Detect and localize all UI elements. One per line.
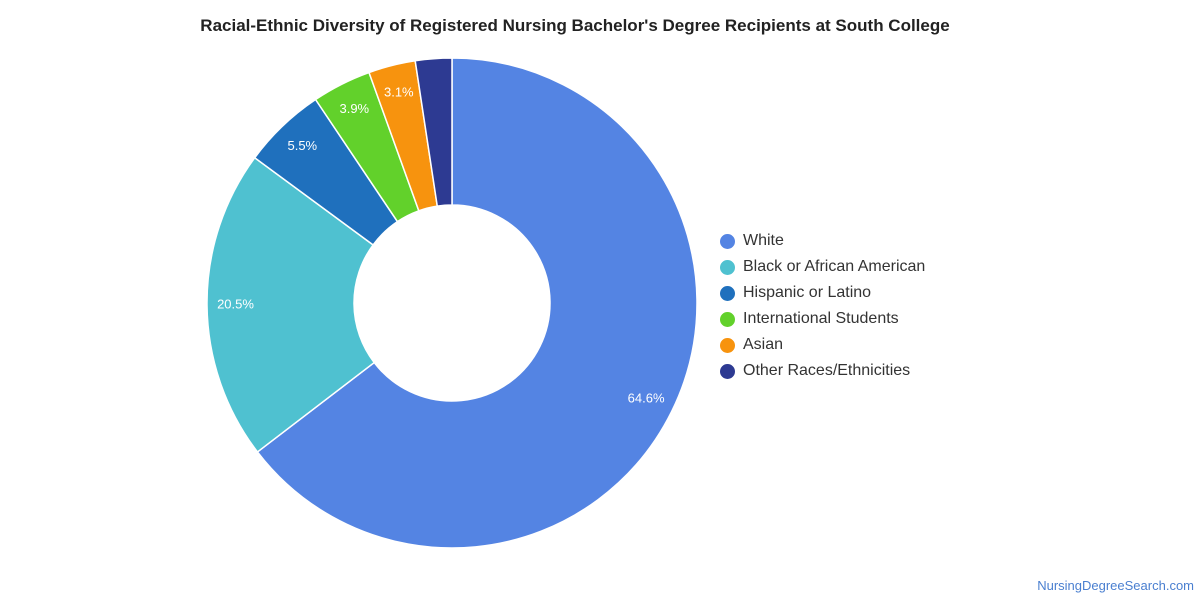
slice-white[interactable]	[256, 57, 698, 549]
legend-item[interactable]: Other Races/Ethnicities	[720, 358, 925, 384]
legend-item[interactable]: White	[720, 228, 925, 254]
slice-label: 5.5%	[287, 138, 317, 153]
legend-swatch	[720, 285, 735, 301]
legend-item[interactable]: Black or African American	[720, 254, 925, 280]
legend-label: Hispanic or Latino	[743, 284, 872, 301]
source-link[interactable]: NursingDegreeSearch.com	[1037, 578, 1194, 593]
legend-swatch	[720, 311, 735, 327]
legend-label: Other Races/Ethnicities	[743, 362, 911, 379]
chart-title: Racial-Ethnic Diversity of Registered Nu…	[200, 16, 950, 35]
legend-swatch	[720, 233, 735, 249]
slice-label: 3.9%	[339, 101, 369, 116]
slice-other-races-ethnicities[interactable]	[414, 57, 453, 207]
legend-label: International Students	[743, 310, 899, 327]
legend-label: Asian	[743, 336, 784, 353]
legend-item[interactable]: Asian	[720, 332, 925, 358]
legend-item[interactable]: International Students	[720, 306, 925, 332]
slice-black-or-african-american[interactable]	[206, 156, 376, 453]
legend-swatch	[720, 259, 735, 275]
legend-item[interactable]: Hispanic or Latino	[720, 280, 925, 306]
slice-label: 64.6%	[628, 390, 665, 405]
legend-label: Black or African American	[743, 258, 926, 275]
legend-label: White	[743, 232, 784, 249]
slice-label: 20.5%	[217, 296, 254, 311]
legend-swatch	[720, 363, 735, 379]
legend-swatch	[720, 337, 735, 353]
legend: White Black or African American Hispanic o…	[720, 228, 925, 384]
slice-label: 3.1%	[384, 85, 414, 100]
